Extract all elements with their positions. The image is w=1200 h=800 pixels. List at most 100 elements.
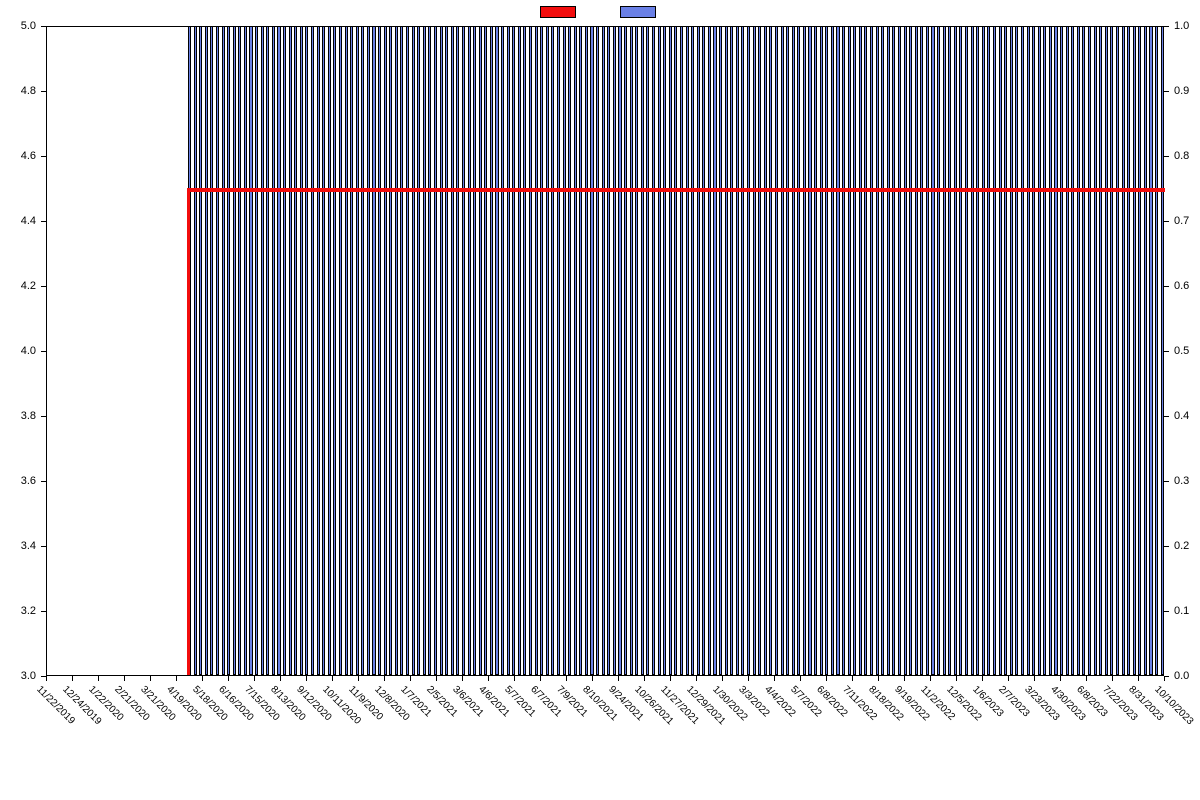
bar [842, 27, 845, 675]
bar [456, 27, 459, 675]
bar [909, 27, 912, 675]
bar [233, 27, 236, 675]
x-tick-mark [410, 676, 411, 681]
bar [199, 27, 202, 675]
bar [311, 27, 314, 675]
bar [512, 27, 515, 675]
bar [294, 27, 297, 675]
x-tick-mark [904, 676, 905, 681]
bar [445, 27, 448, 675]
y-left-tick-mark [41, 156, 46, 157]
bar [400, 27, 403, 675]
bar [333, 27, 336, 675]
y-right-tick-label: 0.6 [1174, 280, 1189, 292]
y-left-tick-label: 4.6 [21, 150, 36, 162]
x-tick-mark [1112, 676, 1113, 681]
bar [1088, 27, 1091, 675]
bar [915, 27, 918, 675]
bar [680, 27, 683, 675]
bar [1060, 27, 1063, 675]
x-tick-mark [1060, 676, 1061, 681]
bar [501, 27, 504, 675]
red-vertical-segment [187, 188, 190, 676]
bar [540, 27, 543, 675]
bar [831, 27, 834, 675]
x-tick-mark [306, 676, 307, 681]
bar [1138, 27, 1141, 675]
x-tick-mark [826, 676, 827, 681]
x-tick-mark [540, 676, 541, 681]
bar [205, 27, 208, 675]
x-tick-mark [514, 676, 515, 681]
bar [624, 27, 627, 675]
bar [674, 27, 677, 675]
bar [389, 27, 392, 675]
x-tick-mark [98, 676, 99, 681]
bar [719, 27, 722, 675]
x-tick-mark [332, 676, 333, 681]
bar [361, 27, 364, 675]
bar [853, 27, 856, 675]
x-tick-mark [1138, 676, 1139, 681]
y-left-tick-mark [41, 481, 46, 482]
x-tick-mark [852, 676, 853, 681]
bar [1010, 27, 1013, 675]
bar [568, 27, 571, 675]
bar [976, 27, 979, 675]
bar [451, 27, 454, 675]
x-tick-mark [384, 676, 385, 681]
y-right-tick-label: 0.1 [1174, 605, 1189, 617]
bar [753, 27, 756, 675]
bar [848, 27, 851, 675]
bar [277, 27, 280, 675]
y-right-tick-mark [1164, 481, 1169, 482]
x-tick-mark [1086, 676, 1087, 681]
bar [937, 27, 940, 675]
bar [412, 27, 415, 675]
bar [641, 27, 644, 675]
y-right-tick-label: 0.3 [1174, 475, 1189, 487]
bar [551, 27, 554, 675]
bar [669, 27, 672, 675]
bar [713, 27, 716, 675]
bar [697, 27, 700, 675]
bar [1038, 27, 1041, 675]
y-left-tick-mark [41, 416, 46, 417]
y-right-tick-label: 0.9 [1174, 85, 1189, 97]
y-right-tick-label: 1.0 [1174, 20, 1189, 32]
bar [1116, 27, 1119, 675]
bar [222, 27, 225, 675]
bar [898, 27, 901, 675]
bar [283, 27, 286, 675]
y-left-tick-mark [41, 286, 46, 287]
y-right-tick-label: 0.7 [1174, 215, 1189, 227]
bar [836, 27, 839, 675]
bar [579, 27, 582, 675]
bar [339, 27, 342, 675]
bar [479, 27, 482, 675]
y-left-tick-mark [41, 546, 46, 547]
bar [1004, 27, 1007, 675]
x-tick-mark [202, 676, 203, 681]
bar [596, 27, 599, 675]
bar [546, 27, 549, 675]
bar [227, 27, 230, 675]
y-right-tick-mark [1164, 676, 1169, 677]
bar [210, 27, 213, 675]
bar [803, 27, 806, 675]
bar-series [47, 27, 1163, 675]
bar [686, 27, 689, 675]
y-right-tick-mark [1164, 156, 1169, 157]
bar [1133, 27, 1136, 675]
x-tick-mark [176, 676, 177, 681]
bar [406, 27, 409, 675]
x-tick-mark [696, 676, 697, 681]
x-tick-mark [930, 676, 931, 681]
bar [702, 27, 705, 675]
y-right-tick-label: 0.5 [1174, 345, 1189, 357]
bar [434, 27, 437, 675]
y-right-tick-label: 0.2 [1174, 540, 1189, 552]
y-left-tick-label: 3.6 [21, 475, 36, 487]
bar [289, 27, 292, 675]
bar [954, 27, 957, 675]
